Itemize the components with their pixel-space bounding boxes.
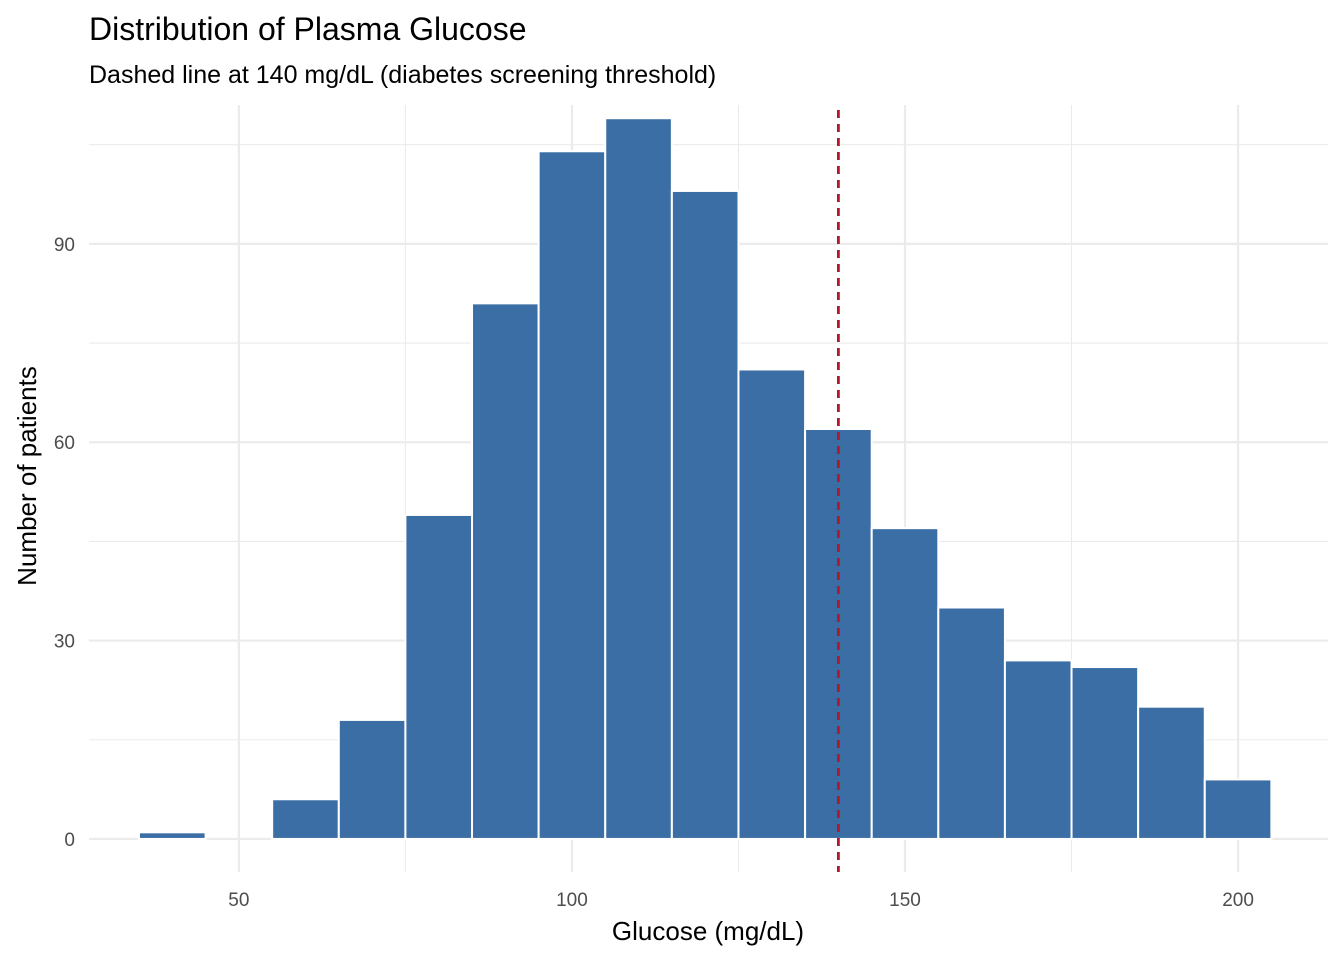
x-tick-label: 150 bbox=[889, 890, 921, 911]
histogram-bar bbox=[271, 798, 340, 840]
histogram-bar bbox=[604, 117, 673, 840]
y-tick-label: 30 bbox=[54, 632, 75, 653]
histogram-bar bbox=[1070, 666, 1140, 840]
histogram-bar bbox=[937, 606, 1006, 840]
histogram-bar bbox=[870, 527, 940, 840]
histogram-bar bbox=[670, 189, 740, 840]
histogram-bar bbox=[1137, 705, 1206, 840]
histogram-bar bbox=[471, 302, 540, 840]
histogram-bar bbox=[137, 831, 207, 840]
chart-subtitle: Dashed line at 140 mg/dL (diabetes scree… bbox=[89, 61, 716, 89]
x-tick-label: 100 bbox=[556, 890, 588, 911]
histogram-bar bbox=[404, 513, 474, 840]
y-tick-label: 0 bbox=[64, 830, 75, 851]
y-tick-label: 60 bbox=[54, 433, 75, 454]
y-tick-label: 90 bbox=[54, 235, 75, 256]
histogram-bar bbox=[1203, 778, 1273, 840]
histogram-bar bbox=[737, 368, 807, 840]
x-axis-ticks: 50 100 150 200 bbox=[228, 890, 1254, 911]
x-tick-label: 50 bbox=[228, 890, 249, 911]
histogram-bar bbox=[337, 718, 407, 840]
x-axis-title: Glucose (mg/dL) bbox=[612, 916, 804, 946]
histogram-bar bbox=[1003, 659, 1073, 840]
chart-title: Distribution of Plasma Glucose bbox=[89, 11, 527, 47]
x-tick-label: 200 bbox=[1222, 890, 1254, 911]
histogram-bar bbox=[537, 150, 607, 840]
bars-group bbox=[137, 117, 1273, 840]
y-axis-title: Number of patients bbox=[12, 366, 42, 586]
y-axis-ticks: 0 30 60 90 bbox=[54, 235, 75, 851]
